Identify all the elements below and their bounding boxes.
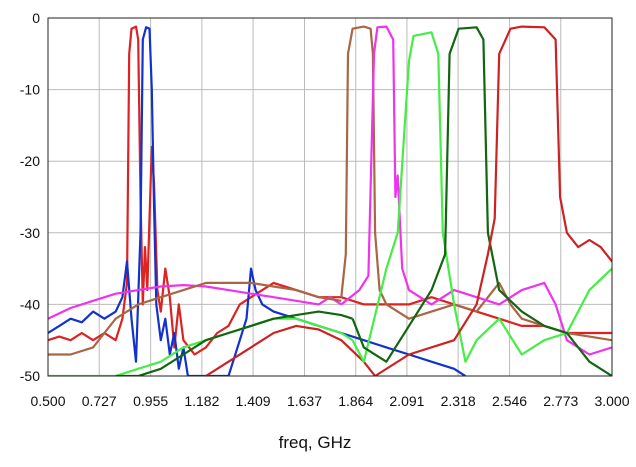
y-tick-label: -50: [20, 368, 40, 384]
x-tick-label: 1.182: [184, 393, 219, 409]
y-tick-label: -10: [20, 82, 40, 98]
x-tick-label: 2.546: [492, 393, 527, 409]
x-tick-label: 3.000: [594, 393, 629, 409]
series-lines: [48, 25, 612, 376]
plot-frame: [47, 17, 613, 377]
x-tick-label: 0.727: [82, 393, 117, 409]
x-tick-labels: 0.500 0.727 0.955 1.182 1.409 1.637 1.864 2.091…: [30, 393, 629, 409]
x-tick-label: 1.409: [236, 393, 271, 409]
series-line-red_lowband: [48, 25, 612, 356]
series-line-darkgreen_hump: [115, 310, 353, 376]
series-line-red_hump: [205, 324, 376, 376]
series-line-green_filter: [351, 31, 612, 363]
x-tick-label: 2.318: [441, 393, 476, 409]
y-tick-labels: 0 -10 -20 -30 -40 -50: [20, 10, 40, 384]
y-tick-label: 0: [32, 10, 40, 26]
series-line-brown_hump: [48, 281, 342, 356]
y-tick-label: -30: [20, 225, 40, 241]
x-tick-label: 2.773: [543, 393, 578, 409]
series-line-red_filter: [374, 25, 612, 376]
y-tick-label: -20: [20, 153, 40, 169]
x-tick-label: 1.864: [338, 393, 373, 409]
x-axis-label: freq, GHz: [279, 433, 352, 452]
series-line-magenta_hump: [48, 284, 342, 320]
x-tick-label: 0.500: [30, 393, 65, 409]
series-line-brown_filter: [340, 25, 612, 342]
y-tick-label: -40: [20, 296, 40, 312]
series-line-darkgreen_filter: [351, 26, 612, 376]
x-tick-label: 1.637: [287, 393, 322, 409]
x-tick-label: 2.091: [389, 393, 424, 409]
x-tick-label: 0.955: [133, 393, 168, 409]
series-line-magenta_filter: [340, 25, 612, 356]
